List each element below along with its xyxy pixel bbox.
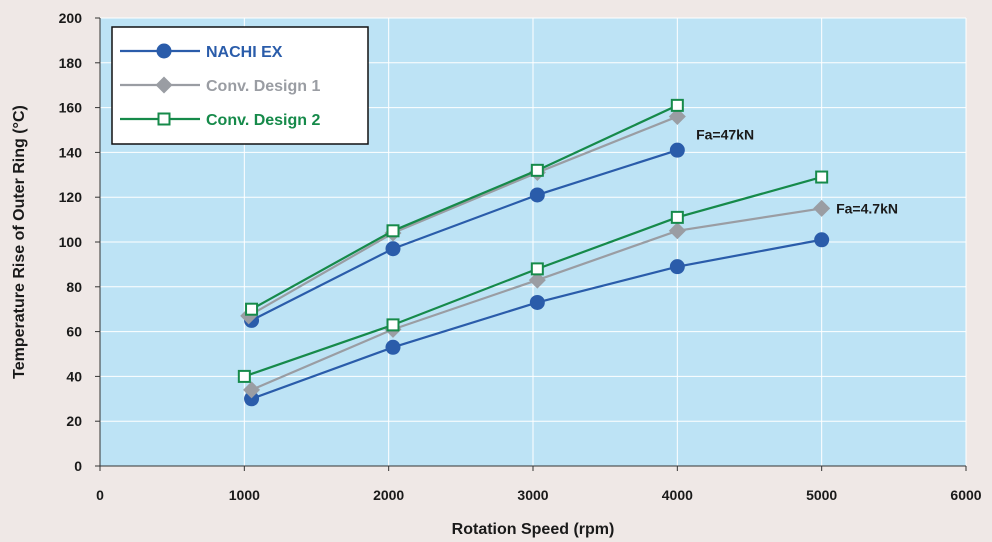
x-tick-label: 0: [96, 487, 104, 503]
series-conv-design-1-low-load: [243, 199, 831, 399]
data-point: [243, 381, 261, 399]
data-point: [669, 142, 685, 158]
legend-item-conv-design-2: Conv. Design 2: [120, 112, 320, 129]
legend-item-nachi-ex: NACHI EX: [120, 43, 283, 61]
x-tick-label: 2000: [373, 487, 404, 503]
x-tick-label: 3000: [517, 487, 548, 503]
data-point: [814, 232, 830, 248]
y-tick-label: 20: [66, 413, 82, 429]
data-point: [529, 294, 545, 310]
legend: NACHI EX Conv. Design 1 Conv. Design 2: [111, 26, 369, 145]
y-tick-label: 200: [59, 10, 83, 26]
x-axis-title: Rotation Speed (rpm): [452, 521, 615, 538]
series-line: [251, 149, 678, 322]
y-tick-label: 120: [59, 189, 83, 205]
series-nachi-ex-low-load: [244, 232, 830, 407]
data-point: [528, 271, 546, 289]
load-condition-label: Fa=47kN: [696, 126, 754, 142]
legend-marker: [157, 112, 171, 126]
data-point: [670, 210, 684, 224]
legend-marker: [155, 76, 173, 94]
y-tick-label: 40: [66, 368, 82, 384]
x-tick-label: 5000: [806, 487, 837, 503]
y-tick-label: 60: [66, 324, 82, 340]
data-point: [386, 318, 400, 332]
y-tick-label: 180: [59, 55, 83, 71]
data-point: [668, 222, 686, 240]
data-point: [237, 369, 251, 383]
data-point: [529, 187, 545, 203]
y-tick-label: 100: [59, 234, 83, 250]
legend-label: NACHI EX: [206, 44, 283, 61]
y-axis-title: Temperature Rise of Outer Ring (°C): [11, 105, 28, 379]
x-tick-label: 6000: [950, 487, 981, 503]
data-point: [813, 199, 831, 217]
series-line: [251, 104, 678, 311]
legend-label: Conv. Design 2: [206, 112, 320, 129]
legend-label: Conv. Design 1: [206, 78, 320, 95]
series-layer: [237, 98, 831, 407]
load-condition-label: Fa=4.7kN: [836, 200, 898, 216]
series-conv-design-2-low-load: [237, 170, 829, 383]
data-point: [670, 98, 684, 112]
data-point: [245, 302, 259, 316]
data-point: [815, 170, 829, 184]
legend-item-conv-design-1: Conv. Design 1: [120, 76, 320, 95]
x-tick-label: 1000: [229, 487, 260, 503]
y-tick-label: 160: [59, 100, 83, 116]
data-point: [668, 108, 686, 126]
data-point: [530, 262, 544, 276]
data-point: [385, 241, 401, 257]
series-line: [248, 115, 678, 317]
series-conv-design-2-high-load: [245, 98, 684, 316]
data-point: [385, 339, 401, 355]
data-point: [530, 163, 544, 177]
y-tick-label: 140: [59, 144, 83, 160]
x-tick-label: 4000: [662, 487, 693, 503]
y-tick-label: 80: [66, 279, 82, 295]
legend-marker: [156, 43, 172, 59]
y-tick-label: 0: [74, 458, 82, 474]
annotation-layer: Fa=47kN Fa=4.7kN: [696, 126, 898, 216]
data-point: [244, 391, 260, 407]
data-point: [669, 259, 685, 275]
data-point: [386, 224, 400, 238]
